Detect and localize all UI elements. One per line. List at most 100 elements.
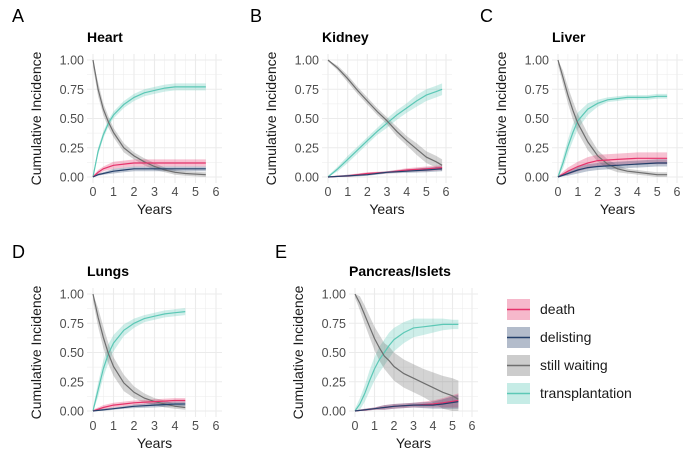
x-tick-label: 6 [213, 185, 220, 199]
x-tick-label: 3 [151, 419, 158, 433]
legend: death delisting still waiting transplantati… [507, 299, 632, 404]
line-transplantation [354, 323, 459, 412]
x-tick-label: 3 [410, 419, 417, 433]
x-tick-label: 5 [449, 419, 456, 433]
gridlines [87, 54, 222, 183]
x-tick-label: 2 [131, 185, 138, 199]
x-tick-label: 4 [172, 419, 179, 433]
x-tick-label: 3 [614, 185, 621, 199]
band-transplantation [328, 83, 443, 177]
line-still-waiting [354, 293, 459, 400]
y-tick-label: 0.00 [525, 171, 549, 185]
panel-letter: A [12, 6, 24, 26]
y-axis-label: Cumulative Incidence [290, 285, 306, 419]
x-tick-label: 6 [213, 419, 220, 433]
y-tick-label: 0.00 [322, 405, 346, 419]
legend-item-delisting: delisting [507, 327, 591, 348]
x-axis-label: Years [137, 201, 172, 217]
panel-title: Pancreas/Islets [349, 263, 451, 279]
y-axis-label: Cumulative Incidence [263, 51, 279, 185]
panel-heart: 0 1 2 3 4 5 6 0.00 0.25 0.50 0.75 1.00 Years Cumulati… [12, 6, 222, 217]
line-delisting [92, 168, 206, 178]
panel-letter: D [12, 242, 25, 262]
panel-pancreas-islets: 0 1 2 3 4 5 6 0.00 0.25 0.50 0.75 1.00 Years Cumulati… [275, 242, 478, 451]
panel-letter: E [275, 242, 287, 262]
x-tick-label: 2 [594, 185, 601, 199]
x-tick-label: 6 [469, 419, 476, 433]
x-tick-label: 4 [430, 419, 437, 433]
x-tick-label: 2 [131, 419, 138, 433]
x-tick-label: 5 [192, 419, 199, 433]
y-axis-label: Cumulative Incidence [28, 51, 44, 185]
line-delisting [354, 401, 459, 412]
y-tick-label: 0.50 [322, 346, 346, 360]
x-tick-label: 1 [574, 185, 581, 199]
line-still-waiting [327, 59, 443, 166]
x-axis-label: Years [396, 435, 431, 451]
band-transplantation [355, 318, 459, 411]
line-death [92, 399, 186, 412]
x-tick-label: 1 [110, 419, 117, 433]
y-tick-label: 0.75 [525, 83, 549, 97]
y-tick-label: 0.25 [60, 141, 84, 155]
band-still-waiting [93, 60, 206, 177]
x-tick-label: 4 [403, 185, 410, 199]
panel-lungs: 0 1 2 3 4 5 6 0.00 0.25 0.50 0.75 1.00 Years Cumulati… [12, 242, 222, 451]
y-tick-label: 0.50 [525, 112, 549, 126]
line-delisting [327, 168, 443, 178]
y-tick-label: 0.75 [322, 317, 346, 331]
x-tick-label: 0 [352, 419, 359, 433]
y-tick-label: 0.25 [295, 141, 319, 155]
line-death [557, 157, 668, 178]
line-transplantation [92, 311, 186, 412]
legend-item-death: death [507, 299, 575, 320]
y-tick-label: 1.00 [525, 54, 549, 68]
x-tick-label: 6 [443, 185, 450, 199]
legend-label: death [540, 301, 575, 317]
y-tick-label: 0.50 [60, 346, 84, 360]
y-axis-label: Cumulative Incidence [28, 285, 44, 419]
x-tick-label: 0 [90, 185, 97, 199]
x-tick-label: 0 [555, 185, 562, 199]
x-axis-label: Years [369, 201, 404, 217]
line-death [92, 162, 206, 178]
panel-liver: 0 1 2 3 4 5 6 0.00 0.25 0.50 0.75 1.00 Years Cumulati… [480, 6, 683, 217]
panel-title: Heart [87, 29, 123, 45]
band-transplantation [93, 308, 186, 411]
legend-label: still waiting [540, 357, 608, 373]
panel-title: Kidney [322, 29, 369, 45]
x-tick-label: 3 [384, 185, 391, 199]
y-axis-label: Cumulative Incidence [493, 51, 509, 185]
x-tick-label: 5 [192, 185, 199, 199]
panel-letter: C [480, 6, 493, 26]
line-still-waiting [92, 59, 206, 176]
y-tick-label: 0.00 [60, 171, 84, 185]
y-tick-label: 1.00 [60, 54, 84, 68]
x-tick-label: 3 [151, 185, 158, 199]
x-tick-label: 4 [172, 185, 179, 199]
x-axis-label: Years [600, 201, 635, 217]
panel-kidney: 0 1 2 3 4 5 6 0.00 0.25 0.50 0.75 1.00 Years Cumulati… [250, 6, 452, 217]
x-tick-label: 1 [110, 185, 117, 199]
y-tick-label: 0.50 [60, 112, 84, 126]
legend-item-transplantation: transplantation [507, 383, 632, 404]
band-still-waiting [355, 294, 459, 411]
y-tick-label: 0.75 [295, 83, 319, 97]
legend-label: transplantation [540, 385, 632, 401]
band-transplantation [558, 93, 668, 177]
band-death [328, 165, 443, 177]
x-tick-label: 2 [391, 419, 398, 433]
x-tick-label: 0 [90, 419, 97, 433]
legend-item-still-waiting: still waiting [507, 355, 608, 376]
line-transplantation [92, 86, 206, 178]
x-tick-label: 0 [325, 185, 332, 199]
gridlines [349, 288, 478, 417]
y-tick-label: 0.50 [295, 112, 319, 126]
x-tick-label: 6 [674, 185, 681, 199]
y-tick-label: 0.75 [60, 83, 84, 97]
y-tick-label: 0.25 [60, 375, 84, 389]
y-tick-label: 0.00 [295, 171, 319, 185]
x-tick-label: 4 [634, 185, 641, 199]
x-axis-label: Years [137, 435, 172, 451]
